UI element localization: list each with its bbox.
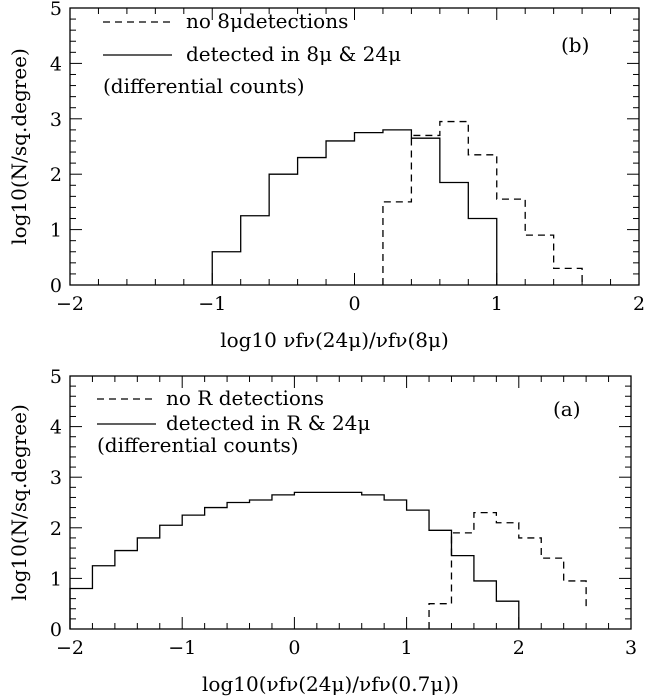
- x-tick-label: −1: [168, 637, 196, 659]
- y-tick-label: 4: [50, 53, 62, 75]
- y-tick-label: 5: [50, 0, 62, 20]
- y-axis-label: log10(N/sq.degree): [7, 48, 31, 245]
- annotation-text: (differential counts): [103, 74, 305, 98]
- x-tick-label: 2: [633, 293, 645, 315]
- x-axis-label: log10(νfν(24μ)/νfν(0.7μ)): [202, 672, 459, 696]
- x-tick-label: 1: [491, 293, 503, 315]
- panel-a-chart: −2 −1 0 1 2 3 0 1 2 3 4 5 log10(νfν(24μ)/νfν(0.7μ)) l…: [7, 366, 637, 696]
- legend-label: detected in R & 24μ: [166, 411, 370, 435]
- x-tick-label: 3: [625, 637, 637, 659]
- y-tick-label: 2: [50, 518, 62, 540]
- x-tick-label: 2: [513, 637, 525, 659]
- y-tick-label: 4: [50, 417, 62, 439]
- x-tick-label: 0: [288, 637, 300, 659]
- y-tick-label: 0: [50, 619, 62, 641]
- panel-label: (a): [553, 397, 581, 421]
- panel-label: (b): [561, 33, 589, 57]
- x-axis-label: log10 νfν(24μ)/νfν(8μ): [220, 328, 449, 352]
- y-tick-label: 2: [50, 164, 62, 186]
- series-no-detection-histogram: [428, 511, 587, 629]
- y-tick-label: 3: [50, 467, 62, 489]
- y-tick-label: 1: [50, 220, 62, 242]
- series-detected-histogram: [211, 129, 498, 285]
- annotation-text: (differential counts): [97, 433, 299, 457]
- legend-label: no R detections: [166, 386, 324, 410]
- plot-frame: [69, 375, 632, 630]
- y-tick-label: 1: [50, 568, 62, 590]
- y-axis-label: log10(N/sq.degree): [7, 404, 31, 601]
- x-tick-label: −2: [56, 637, 84, 659]
- y-tick-label: 3: [50, 109, 62, 131]
- x-tick-label: −2: [56, 293, 84, 315]
- legend-label: no 8μdetections: [186, 9, 348, 33]
- y-tick-label: 0: [50, 275, 62, 297]
- y-tick-label: 5: [50, 366, 62, 388]
- panel-b-chart: −2 −1 0 1 2 0 1 2 3 4 5 log10 νfν(24μ)/νfν(8μ) log10…: [7, 0, 645, 352]
- series-no-detection-histogram: [382, 120, 583, 285]
- x-tick-label: 1: [401, 637, 413, 659]
- series-detected-histogram: [69, 491, 520, 629]
- x-tick-label: 0: [348, 293, 360, 315]
- legend-label: detected in 8μ & 24μ: [186, 42, 401, 66]
- x-tick-label: −1: [198, 293, 226, 315]
